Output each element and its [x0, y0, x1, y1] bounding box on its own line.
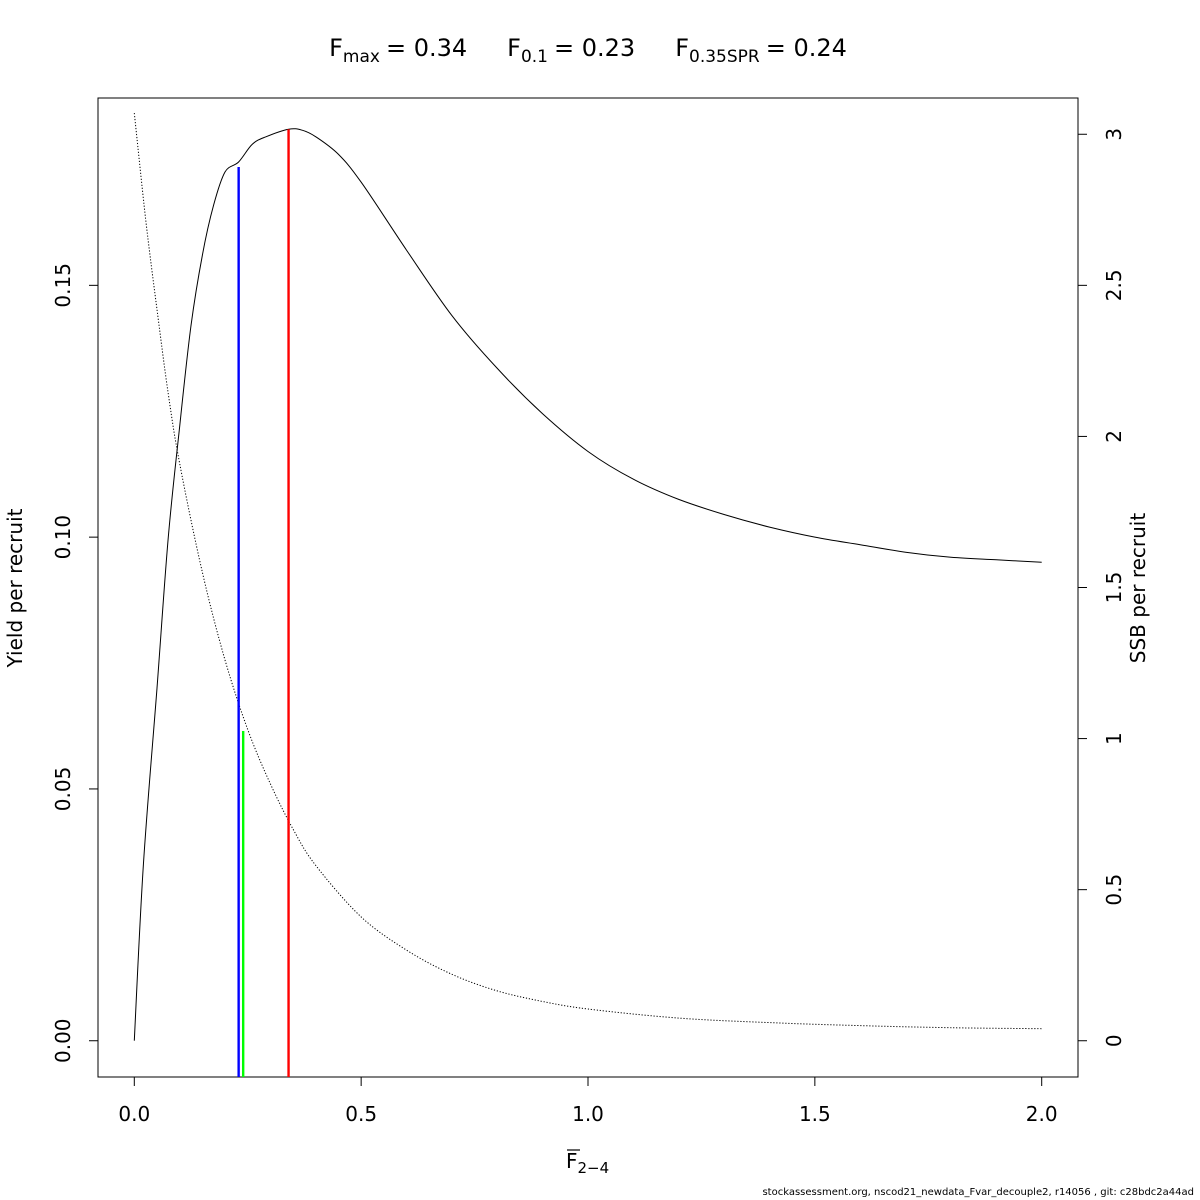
title-fmax-base: F [329, 34, 343, 62]
ssb-per-recruit-line [133, 113, 1042, 1030]
x-tick-label: 0.5 [345, 1102, 377, 1126]
y-left-axis: 0.00 0.05 0.10 0.15 [51, 263, 99, 1063]
series-layer [133, 113, 1042, 1041]
y-left-tick-label: 0.05 [51, 767, 75, 812]
x-tick-label: 2.0 [1026, 1102, 1058, 1126]
x-label: F2−4 [566, 1149, 609, 1177]
reference-lines [237, 129, 290, 1077]
y-right-tick-label: 3 [1102, 128, 1126, 141]
x-tick-label: 1.5 [799, 1102, 831, 1126]
y-right-label: SSB per recruit [1126, 513, 1150, 664]
x-tick-label: 0.0 [118, 1102, 150, 1126]
title-fmax-sub: max [343, 47, 380, 67]
y-right-tick-label: 1.5 [1102, 572, 1126, 604]
y-right-tick-label: 1 [1102, 732, 1126, 745]
title-f01-base: F [507, 34, 521, 62]
y-right-tick-label: 0.5 [1102, 874, 1126, 906]
x-axis: 0.0 0.5 1.0 1.5 2.0 [118, 1076, 1058, 1126]
y-right-axis: 0 0.5 1 1.5 2 2.5 3 [1077, 128, 1126, 1047]
x-label-base: F [566, 1149, 578, 1173]
title-fspr-base: F [675, 34, 689, 62]
plot-frame [97, 97, 1079, 1078]
x-label-text: F2−4 [566, 1149, 609, 1177]
y-right-tick-label: 2.5 [1102, 269, 1126, 301]
y-right-tick-label: 2 [1102, 430, 1126, 443]
title-fmax-value: = 0.34 [386, 34, 467, 62]
footer-credit: stockassessment.org, nscod21_newdata_Fva… [762, 1187, 1194, 1198]
y-right-tick-label: 0 [1102, 1034, 1126, 1047]
title-fspr-value: = 0.24 [766, 34, 847, 62]
title-fspr-sub: 0.35SPR [689, 47, 760, 67]
x-tick-label: 1.0 [572, 1102, 604, 1126]
title-f01-value: = 0.23 [554, 34, 635, 62]
title-f01-sub: 0.1 [521, 47, 548, 67]
yield-per-recruit-line [133, 128, 1042, 1041]
chart-title: Fmax = 0.34 F0.1 = 0.23 F0.35SPR = 0.24 [329, 34, 847, 67]
y-left-tick-label: 0.00 [51, 1018, 75, 1063]
y-left-tick-label: 0.15 [51, 263, 75, 308]
y-left-label: Yield per recruit [3, 508, 27, 668]
x-label-sub: 2−4 [578, 1159, 610, 1177]
y-left-tick-label: 0.10 [51, 515, 75, 560]
